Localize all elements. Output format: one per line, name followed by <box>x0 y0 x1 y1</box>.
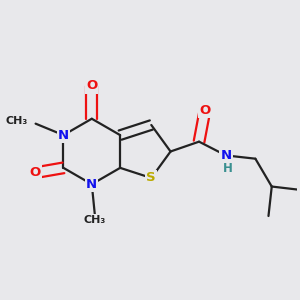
Text: O: O <box>86 80 98 92</box>
Text: H: H <box>222 162 232 175</box>
Text: CH₃: CH₃ <box>6 116 28 126</box>
Text: N: N <box>220 149 232 162</box>
Text: CH₃: CH₃ <box>84 215 106 225</box>
Text: N: N <box>86 178 98 191</box>
Text: O: O <box>29 166 40 179</box>
Text: N: N <box>58 129 69 142</box>
Text: O: O <box>199 104 211 117</box>
Text: S: S <box>146 172 156 184</box>
